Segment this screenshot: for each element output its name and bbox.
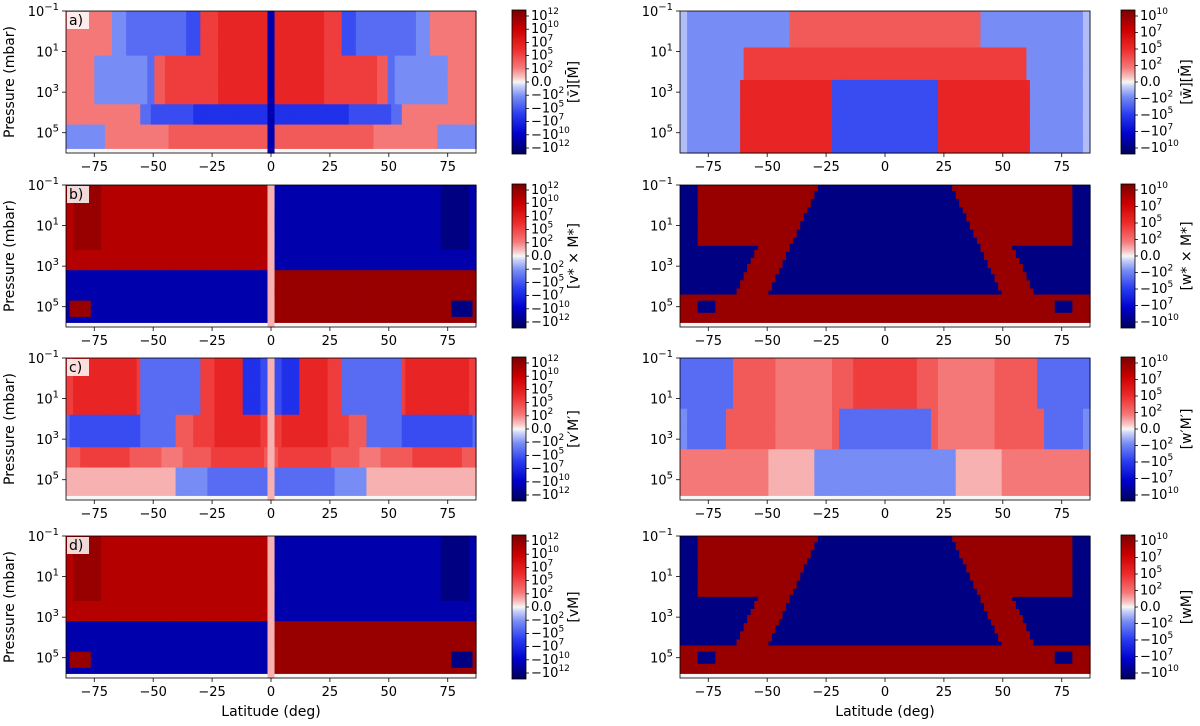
heatmap <box>66 11 477 154</box>
figure: −75 −50 −25 0 25 50 7510−1101103105Pressure (m… <box>0 0 1200 726</box>
